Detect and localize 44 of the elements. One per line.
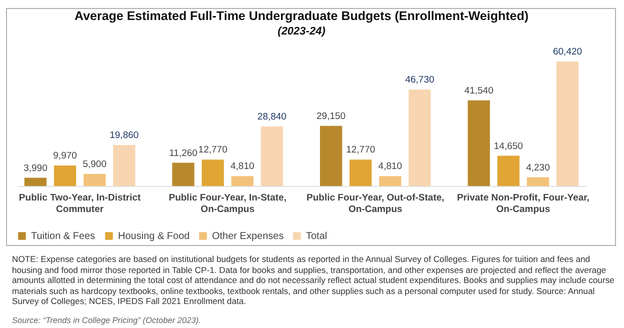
- data-label: 12,770: [198, 144, 228, 156]
- source-note: Source: “Trends in College Pricing” (October 2023).: [12, 314, 202, 326]
- data-label: 14,650: [494, 140, 523, 152]
- bar: [408, 90, 431, 186]
- bar: [113, 145, 136, 186]
- legend-label: Housing & Food: [118, 231, 190, 242]
- bar: [172, 162, 194, 186]
- bar: [556, 61, 579, 186]
- bar: [84, 174, 106, 186]
- data-label: 5,900: [82, 158, 106, 170]
- data-label: 12,770: [346, 144, 376, 156]
- data-label: 19,860: [110, 130, 139, 142]
- data-label: 4,810: [378, 161, 402, 172]
- chart-title: Average Estimated Full-Time Undergraduate Budgets (Enrollment-Weighted): [74, 8, 528, 23]
- bar: [320, 126, 342, 186]
- bar: [260, 126, 284, 186]
- x-tick-label: Public Four-Year, In-State, On-Campus: [168, 192, 286, 215]
- text: NOTE: Expense categories are based on institutional budgets for students as reported in the Annual Survey of Colleges. Figures for tuition and fees and housing and food mirror those reported in Table CP-1. Data for books and supplies, transportation, and other expenses are projected and reflect the average amounts allotted in determining the total cost of attendance and do not necessarily reflect actual student expenditures. Books and supplies may include course materials such as hardcopy textbooks, online textbooks, textbook rentals, and other supplies such as a personal computer used for study. Source: Annual Survey of Colleges; NCES, IPEDS Fall 2021 Enrollment data.: [12, 254, 616, 307]
- data-label: 4,810: [230, 161, 254, 172]
- bar: [231, 176, 254, 186]
- bar: [24, 178, 47, 186]
- x-tick-label: Public Two-Year, In-District Commuter: [18, 192, 142, 215]
- data-label: 29,150: [316, 110, 346, 122]
- bar: [202, 160, 224, 186]
- legend-label: Other Expenses: [212, 231, 284, 242]
- chart-subtitle: (2023-24): [278, 25, 326, 38]
- data-label: 9,970: [53, 150, 77, 162]
- data-label: 46,730: [405, 74, 434, 86]
- data-label: 3,990: [24, 162, 48, 174]
- bar: [468, 100, 490, 186]
- data-label: 41,540: [464, 85, 494, 96]
- data-label: 28,840: [257, 112, 286, 123]
- legend-label: Total: [306, 231, 328, 242]
- x-tick-label: Public Four-Year, Out-of-State, On-Campus: [306, 192, 444, 215]
- x-tick-label: Private Non-Profit, Four-Year, On-Campus: [456, 192, 590, 215]
- bar: [526, 177, 550, 186]
- data-label: 60,420: [552, 46, 582, 58]
- bar: [497, 156, 520, 186]
- data-label: 11,260: [169, 148, 198, 159]
- bar: [350, 160, 372, 186]
- bar: [54, 165, 76, 186]
- data-label: 4,230: [526, 162, 550, 174]
- legend-label: Tuition & Fees: [31, 231, 96, 242]
- bar: [379, 176, 402, 186]
